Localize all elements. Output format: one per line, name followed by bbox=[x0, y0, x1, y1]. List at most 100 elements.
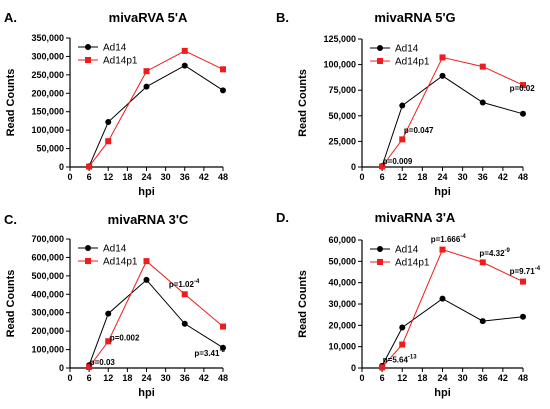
x-tick-label: 42 bbox=[199, 172, 209, 182]
y-tick-label: 25,000 bbox=[328, 136, 356, 146]
x-tick-label: 24 bbox=[141, 172, 151, 182]
p-value-exponent: -4 bbox=[535, 266, 541, 272]
p-value-annotation: p=5.64-13 bbox=[383, 355, 417, 365]
x-tick-label: 12 bbox=[103, 373, 113, 383]
legend-label: Ad14 bbox=[395, 44, 419, 55]
data-point-Ad14p1 bbox=[379, 364, 386, 371]
x-tick-label: 48 bbox=[218, 373, 228, 383]
y-tick-label: 60,000 bbox=[328, 235, 356, 245]
chart-title: mivaRNA 3'C bbox=[108, 212, 189, 227]
data-point-Ad14p1 bbox=[479, 63, 486, 70]
y-tick-label: 500,000 bbox=[31, 271, 64, 281]
p-value-exponent: -4 bbox=[194, 279, 200, 285]
legend-marker bbox=[85, 44, 91, 50]
p-value-text: p=1.666 bbox=[431, 235, 461, 244]
data-point-Ad14 bbox=[399, 324, 406, 331]
series-line-Ad14 bbox=[88, 65, 224, 167]
data-point-Ad14p1 bbox=[181, 291, 188, 298]
chart-panel-3: D. mivaRNA 3'A 0 10,000 20,000 30,000 40,000 50… bbox=[276, 210, 541, 399]
data-point-Ad14 bbox=[143, 83, 150, 90]
x-tick-label: 30 bbox=[458, 373, 468, 383]
data-point-Ad14p1 bbox=[399, 341, 406, 348]
data-point-Ad14p1 bbox=[105, 338, 112, 345]
x-axis-title: hpi bbox=[434, 186, 451, 198]
p-value-annotation: p=0.002 bbox=[110, 333, 140, 342]
legend-label: Ad14 bbox=[395, 245, 419, 256]
x-tick-label: 42 bbox=[199, 373, 209, 383]
x-tick-label: 24 bbox=[437, 172, 447, 182]
x-tick-label: 0 bbox=[359, 172, 364, 182]
legend-label: Ad14p1 bbox=[395, 258, 430, 269]
data-point-Ad14 bbox=[479, 99, 486, 106]
chart-panel-1: B. mivaRNA 5'G 0 25,000 50,000 75,000 100,000 1… bbox=[276, 10, 535, 198]
y-axis-title: Read Counts bbox=[297, 69, 309, 137]
data-point-Ad14p1 bbox=[86, 364, 93, 371]
legend-label: Ad14p1 bbox=[103, 257, 138, 268]
x-tick-label: 48 bbox=[218, 172, 228, 182]
y-tick-label: 20,000 bbox=[328, 320, 356, 330]
p-value-annotation: p=3.41-8 bbox=[194, 348, 225, 358]
data-point-Ad14 bbox=[220, 87, 226, 94]
x-tick-label: 42 bbox=[498, 373, 508, 383]
data-point-Ad14p1 bbox=[379, 163, 386, 170]
p-value-text: p=0.009 bbox=[383, 157, 413, 166]
legend-label: Ad14 bbox=[103, 244, 127, 255]
y-tick-label: 40,000 bbox=[328, 278, 356, 288]
series-line-Ad14p1 bbox=[381, 56, 524, 167]
x-tick-label: 30 bbox=[458, 172, 468, 182]
x-tick-label: 12 bbox=[397, 373, 407, 383]
data-point-Ad14 bbox=[143, 276, 150, 283]
x-tick-label: 48 bbox=[518, 373, 528, 383]
series-line-Ad14 bbox=[381, 75, 524, 167]
legend-marker bbox=[377, 259, 383, 265]
y-tick-label: 0 bbox=[59, 162, 64, 172]
y-tick-label: 0 bbox=[351, 162, 356, 172]
x-tick-label: 18 bbox=[122, 373, 132, 383]
data-point-Ad14p1 bbox=[181, 47, 188, 54]
x-tick-label: 18 bbox=[122, 172, 132, 182]
x-tick-label: 6 bbox=[87, 373, 92, 383]
y-tick-label: 0 bbox=[59, 363, 64, 373]
p-value-annotation: p=0.009 bbox=[383, 157, 413, 166]
chart-panel-2: C. mivaRNA 3'C 0 100,000 200,000 300,000 400,0… bbox=[4, 212, 228, 399]
chart-panel-0: A. mivaRVA 5'A 0 50,000 100,000 150,000 200,00… bbox=[4, 10, 228, 198]
x-tick-label: 6 bbox=[380, 373, 385, 383]
y-tick-label: 50,000 bbox=[328, 256, 356, 266]
x-tick-label: 12 bbox=[103, 172, 113, 182]
y-tick-label: 50,000 bbox=[36, 144, 64, 154]
y-tick-label: 10,000 bbox=[328, 342, 356, 352]
p-value-annotation: p=0.03 bbox=[90, 358, 116, 367]
x-tick-label: 42 bbox=[498, 172, 508, 182]
data-point-Ad14 bbox=[520, 110, 526, 117]
p-value-text: p=4.32 bbox=[479, 249, 505, 258]
data-point-Ad14p1 bbox=[86, 163, 93, 170]
p-value-text: p=0.02 bbox=[510, 84, 536, 93]
p-value-annotation: p=0.047 bbox=[404, 126, 434, 135]
p-value-annotation: p=1.02-4 bbox=[169, 279, 200, 289]
data-point-Ad14p1 bbox=[520, 82, 526, 89]
legend-marker bbox=[377, 246, 383, 252]
x-tick-label: 0 bbox=[67, 373, 72, 383]
y-tick-label: 75,000 bbox=[328, 85, 356, 95]
y-tick-label: 0 bbox=[351, 363, 356, 373]
x-tick-label: 18 bbox=[417, 172, 427, 182]
p-value-text: p=0.002 bbox=[110, 333, 140, 342]
data-point-Ad14 bbox=[181, 320, 188, 327]
y-axis-title: Read Counts bbox=[5, 270, 17, 338]
data-point-Ad14p1 bbox=[399, 136, 406, 143]
x-axis-title: hpi bbox=[138, 186, 155, 198]
data-point-Ad14 bbox=[105, 310, 112, 317]
chart-title: mivaRNA 3'A bbox=[375, 210, 456, 225]
x-tick-label: 0 bbox=[67, 172, 72, 182]
p-value-exponent: -8 bbox=[219, 348, 225, 354]
chart-title: mivaRVA 5'A bbox=[109, 10, 188, 25]
panel-letter: A. bbox=[4, 10, 17, 25]
legend-marker bbox=[85, 258, 91, 264]
data-point-Ad14p1 bbox=[220, 323, 226, 330]
p-value-annotation: p=0.02 bbox=[510, 84, 536, 93]
data-point-Ad14 bbox=[220, 344, 226, 351]
panel-letter: D. bbox=[276, 210, 289, 225]
x-tick-label: 30 bbox=[161, 172, 171, 182]
data-point-Ad14 bbox=[105, 119, 112, 126]
